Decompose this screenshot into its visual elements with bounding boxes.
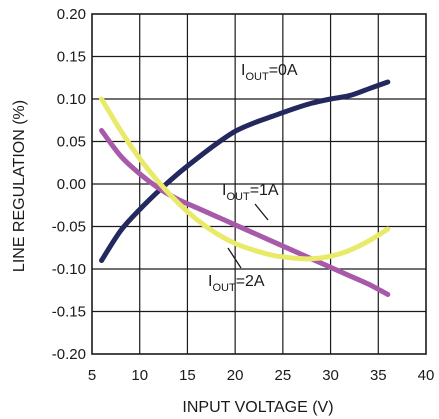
series-line-iout-0a [99,79,391,263]
y-tick-label: -0.20 [52,346,86,363]
series-line-iout-1a [99,127,391,297]
grid-layer [92,14,426,354]
y-tick-label: 0.15 [57,49,86,66]
y-tick-label: 0.05 [57,134,86,151]
annotation-0-main: I [241,62,245,79]
tick-layer: 5 10 15 20 25 30 35 40 0.20 0.15 0.10 0.05 0.00 -0.05… [52,6,435,384]
y-tick-label: 0.10 [57,91,86,108]
x-tick-label: 10 [131,367,148,384]
annotation-2-sub: OUT [212,282,236,294]
x-tick-label: 15 [179,367,196,384]
annotation-1-rest: =1A [250,182,279,199]
leader-line-2a [227,247,242,269]
annotation-iout-2a: IOUT=2A [208,273,265,294]
annotation-iout-1a: IOUT=1A [222,182,279,203]
x-tick-label: 5 [88,367,96,384]
annotation-1-main: I [222,182,226,199]
x-tick-label: 35 [370,367,387,384]
series-layer [99,79,391,297]
y-tick-label: -0.15 [52,304,86,321]
annotation-iout-0a: IOUT=0A [241,62,298,83]
y-tick-label: 0.20 [57,6,86,23]
annotation-0-rest: =0A [269,62,298,79]
leader-line-1a [254,203,269,221]
x-tick-label: 30 [322,367,339,384]
x-tick-label: 25 [275,367,292,384]
x-axis-title: INPUT VOLTAGE (V) [182,399,333,416]
y-tick-label: 0.00 [57,176,86,193]
annotation-0-sub: OUT [245,71,269,83]
y-axis-title: LINE REGULATION (%) [11,100,28,272]
annotation-2-main: I [208,273,212,290]
y-tick-label: -0.05 [52,219,86,236]
annotation-2-rest: =2A [236,273,265,290]
series-line-iout-2a [99,96,391,262]
x-tick-label: 20 [227,367,244,384]
annotation-1-sub: OUT [226,191,250,203]
plot-frame [91,13,427,355]
y-tick-label: -0.10 [52,261,86,278]
x-tick-label: 40 [418,367,435,384]
